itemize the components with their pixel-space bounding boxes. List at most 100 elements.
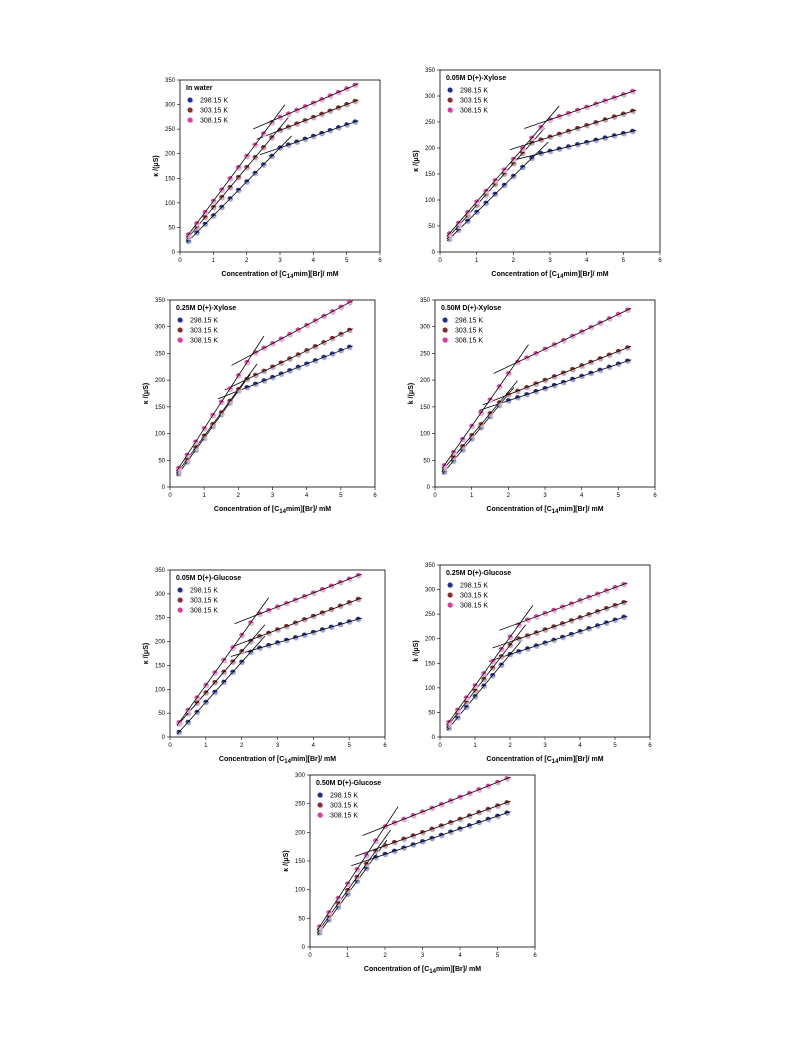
fit-line-post bbox=[231, 300, 353, 366]
legend-label: 303.15 K bbox=[460, 98, 488, 105]
x-tick-label: 5 bbox=[613, 743, 617, 749]
y-tick-label: 300 bbox=[295, 773, 306, 779]
data-point-highlight bbox=[501, 185, 507, 188]
x-axis-label-part: Concentration of [C bbox=[491, 271, 556, 278]
x-tick-label: 0 bbox=[308, 953, 312, 959]
y-axis-label: κ /(μS) bbox=[153, 155, 160, 176]
x-axis-label-part: mim][Br]/ mM bbox=[436, 966, 481, 973]
legend-marker bbox=[317, 802, 323, 808]
chart-svg: 0 1 2 3 4 5 6 0 50 100 150 200 250 300 350 Concentratio… bbox=[413, 68, 662, 280]
x-tick-label: 0 bbox=[438, 743, 442, 749]
x-axis-label: Concentration of [C14mim][Br]/ mM bbox=[486, 506, 603, 515]
panel-title: 0.50M D(+)-Glucose bbox=[316, 780, 381, 787]
data-point bbox=[227, 196, 234, 202]
x-tick-label: 0 bbox=[178, 258, 182, 264]
y-tick-label: 250 bbox=[420, 351, 431, 357]
legend-label: 303.15 K bbox=[190, 598, 218, 605]
y-tick-label: 0 bbox=[162, 485, 166, 491]
fit-line-post bbox=[259, 120, 359, 156]
y-tick-label: 150 bbox=[425, 172, 436, 178]
y-tick-label: 50 bbox=[158, 711, 165, 717]
legend-label: 303.15 K bbox=[190, 328, 218, 335]
legend-label: 303.15 K bbox=[455, 328, 483, 335]
data-point bbox=[244, 179, 251, 185]
data-point bbox=[176, 729, 183, 736]
fit-line-pre bbox=[447, 105, 560, 237]
legend-marker bbox=[177, 317, 183, 323]
y-tick-label: 150 bbox=[155, 663, 166, 669]
x-tick-label: 0 bbox=[433, 493, 437, 499]
fit-line-pre bbox=[442, 344, 529, 469]
legend-label: 308.15 K bbox=[330, 813, 358, 820]
data-point-highlight bbox=[194, 232, 200, 236]
fit-line-pre bbox=[176, 635, 266, 735]
fit-line-pre bbox=[442, 380, 518, 471]
chart-xylose-050: 0 1 2 3 4 5 6 0 50 100 150 200 250 300 350 Concentratio… bbox=[405, 290, 665, 515]
y-axis-label: k /(μS) bbox=[408, 383, 415, 404]
x-axis-label-sub: 14 bbox=[429, 969, 436, 975]
y-tick-label: 250 bbox=[155, 351, 166, 357]
legend-label: 298.15 K bbox=[190, 318, 218, 325]
x-tick-label: 2 bbox=[508, 743, 512, 749]
fit-line-pre bbox=[446, 605, 534, 725]
x-axis-label: Concentration of [C14mim][Br]/ mM bbox=[364, 966, 481, 975]
data-point bbox=[492, 191, 499, 198]
y-tick-label: 250 bbox=[425, 612, 436, 618]
legend-label: 303.15 K bbox=[460, 593, 488, 600]
chart-glucose-005: 0 1 2 3 4 5 6 0 50 100 150 200 250 300 350 Concentratio… bbox=[140, 560, 395, 765]
legend-marker bbox=[447, 592, 453, 598]
x-tick-label: 1 bbox=[470, 493, 474, 499]
y-tick-label: 150 bbox=[425, 661, 436, 667]
y-tick-label: 50 bbox=[428, 710, 435, 716]
y-tick-label: 350 bbox=[155, 568, 166, 574]
fit-line-post bbox=[493, 307, 632, 374]
legend-marker bbox=[317, 792, 323, 798]
x-tick-label: 4 bbox=[580, 493, 584, 499]
panel-title: 0.05M D(+)-Glucose bbox=[176, 575, 241, 582]
x-axis-label-part: Concentration of [C bbox=[219, 756, 284, 763]
x-tick-label: 6 bbox=[373, 493, 377, 499]
data-point bbox=[283, 637, 290, 644]
data-point-highlight bbox=[210, 215, 216, 219]
y-tick-label: 200 bbox=[155, 640, 166, 646]
y-tick-label: 150 bbox=[165, 176, 176, 182]
chart-svg: 0 1 2 3 4 5 6 0 50 100 150 200 250 300 350 Concentratio… bbox=[153, 78, 382, 280]
fit-line-post bbox=[234, 573, 362, 625]
legend-label: 298.15 K bbox=[330, 793, 358, 800]
legend-marker bbox=[442, 337, 448, 343]
x-tick-label: 2 bbox=[507, 493, 511, 499]
y-tick-label: 50 bbox=[158, 458, 165, 464]
x-axis-label-part: mim][Br]/ mM bbox=[558, 506, 603, 513]
x-axis-label-sub: 14 bbox=[552, 509, 559, 515]
x-tick-label: 4 bbox=[305, 493, 309, 499]
panel-title: 0.50M D(+)-Xylose bbox=[441, 305, 501, 312]
x-tick-label: 6 bbox=[533, 953, 537, 959]
x-axis-label-part: mim][Br]/ mM bbox=[286, 506, 331, 513]
data-point bbox=[252, 170, 259, 177]
data-point-highlight bbox=[219, 207, 225, 210]
x-tick-label: 3 bbox=[276, 743, 280, 749]
fit-line-pre bbox=[317, 829, 391, 933]
legend-marker bbox=[187, 117, 193, 123]
y-tick-label: 300 bbox=[425, 588, 436, 594]
data-point bbox=[510, 173, 517, 180]
data-point bbox=[329, 335, 336, 342]
x-tick-label: 4 bbox=[585, 258, 589, 264]
chart-glucose-050: 0 1 2 3 4 5 6 0 50 100 150 200 250 300 Concentration o… bbox=[280, 765, 545, 975]
fit-line-pre bbox=[176, 335, 265, 472]
fit-line-post bbox=[499, 582, 628, 631]
fit-line-pre bbox=[447, 141, 549, 242]
y-tick-label: 300 bbox=[425, 94, 436, 100]
x-tick-label: 0 bbox=[438, 258, 442, 264]
x-tick-label: 3 bbox=[278, 258, 282, 264]
legend-label: 308.15 K bbox=[190, 338, 218, 345]
legend-label: 308.15 K bbox=[190, 608, 218, 615]
legend-label: 308.15 K bbox=[460, 603, 488, 610]
data-point-highlight bbox=[269, 156, 275, 159]
x-tick-label: 0 bbox=[168, 493, 172, 499]
fit-line-post bbox=[354, 800, 511, 857]
legend-marker bbox=[177, 607, 183, 613]
x-axis-label: Concentration of [C14mim][Br]/ mM bbox=[219, 756, 336, 765]
plot-frame bbox=[309, 774, 536, 948]
chart-svg: 0 1 2 3 4 5 6 0 50 100 150 200 250 300 Concentration o… bbox=[283, 773, 537, 975]
